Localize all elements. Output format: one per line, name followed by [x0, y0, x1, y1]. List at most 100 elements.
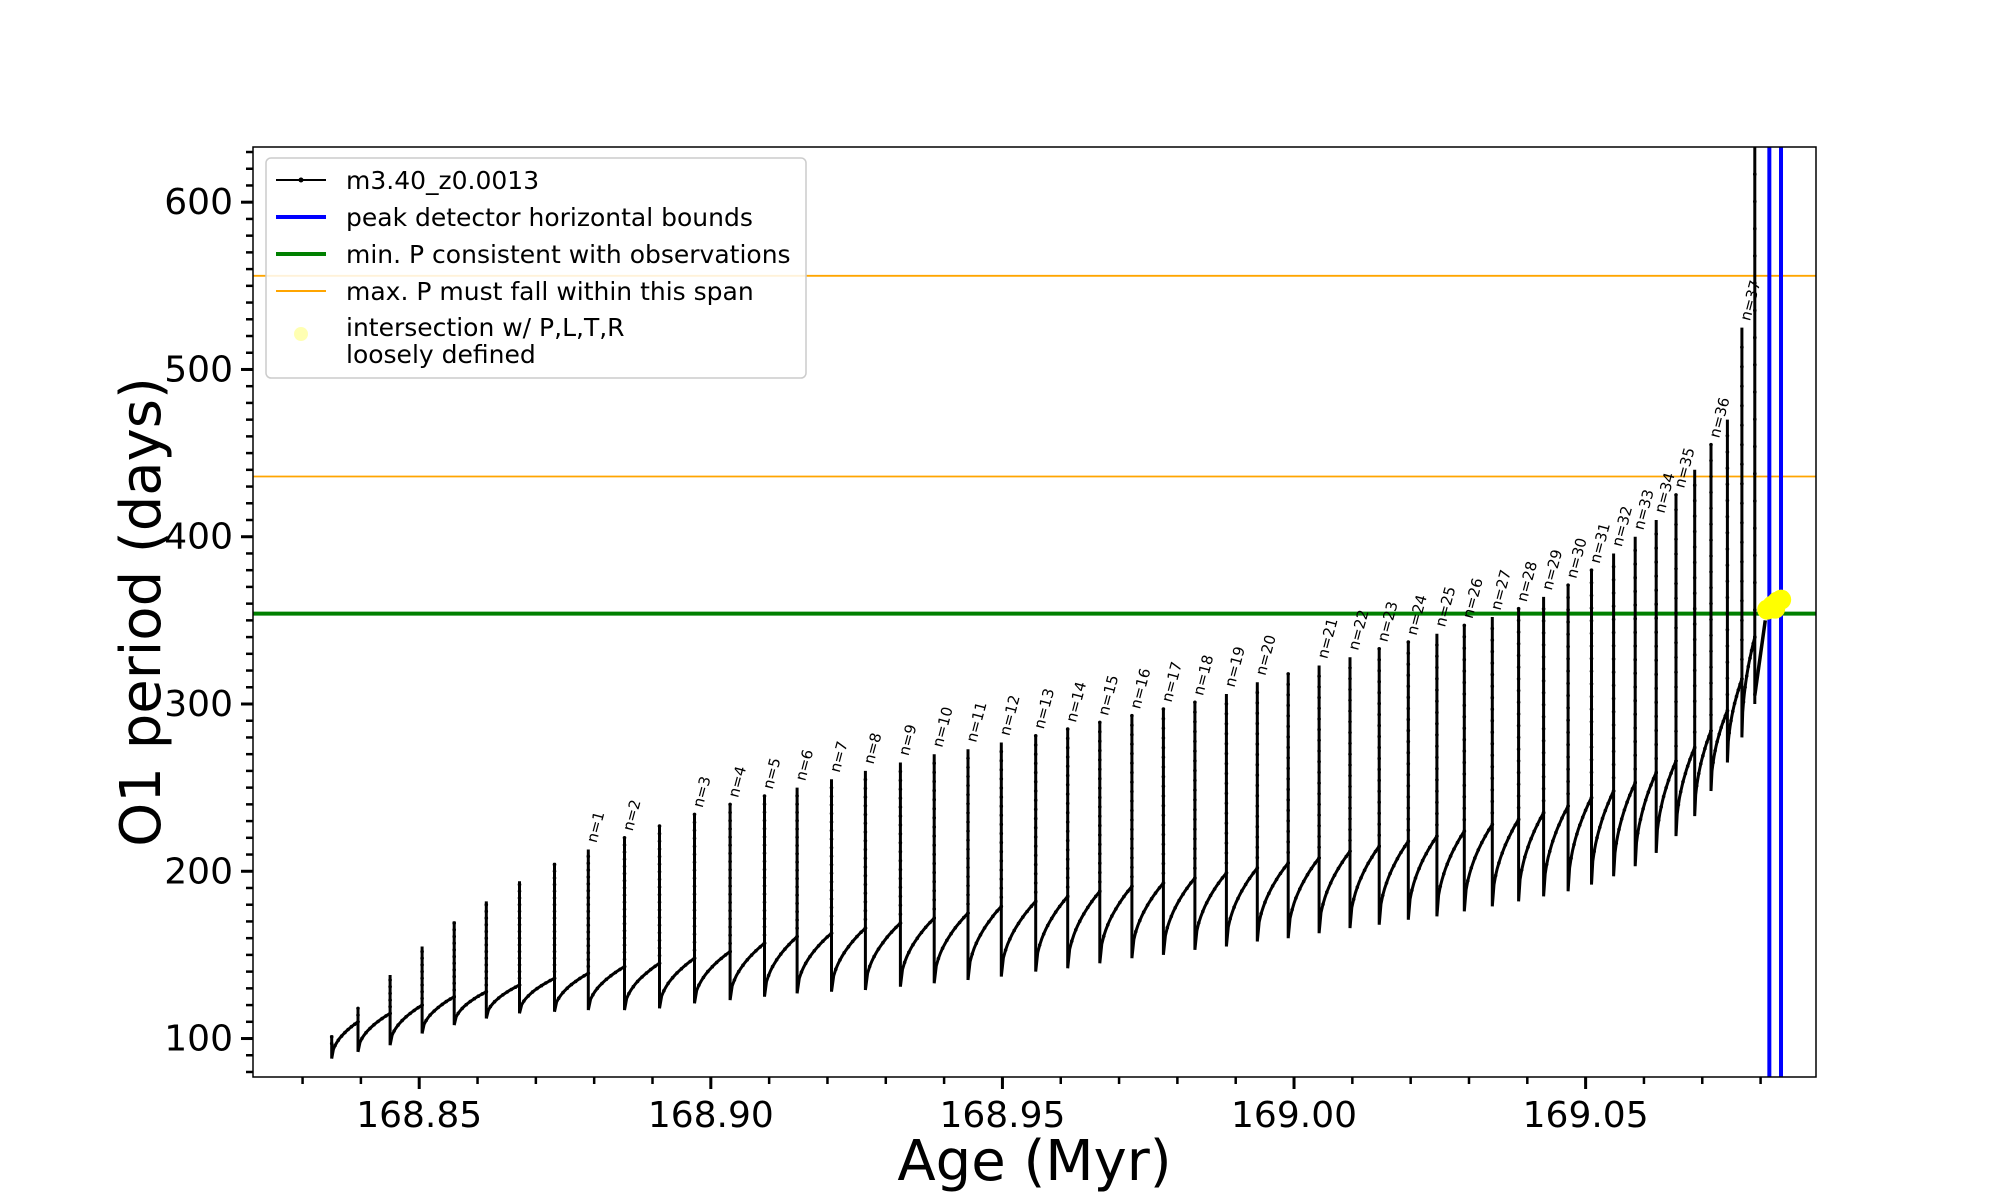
- data-point: [1589, 593, 1594, 598]
- data-point: [898, 796, 903, 800]
- data-point: [1377, 658, 1381, 662]
- data-point: [1490, 742, 1495, 746]
- data-point: [692, 956, 697, 960]
- pulse-label: n=13: [1030, 686, 1058, 730]
- data-point: [1725, 676, 1730, 681]
- data-point: [1690, 751, 1695, 755]
- data-point: [966, 820, 970, 824]
- data-point: [1435, 744, 1439, 748]
- data-point: [766, 973, 771, 978]
- data-point: [1317, 802, 1321, 807]
- data-point: [352, 1022, 357, 1026]
- data-point: [1255, 732, 1260, 736]
- data-point: [1723, 714, 1728, 718]
- pulse-label: n=28: [1513, 559, 1541, 603]
- data-point: [966, 829, 970, 833]
- data-point: [1566, 706, 1570, 710]
- data-point: [791, 938, 795, 943]
- data-point: [1445, 862, 1449, 866]
- data-point: [1082, 912, 1086, 916]
- data-point: [1348, 817, 1352, 821]
- data-point: [863, 891, 868, 895]
- data-point: [1098, 748, 1102, 753]
- data-point: [1065, 820, 1070, 824]
- data-point: [1497, 861, 1501, 865]
- data-point: [898, 849, 903, 854]
- data-point: [1377, 647, 1381, 651]
- data-point: [1633, 671, 1637, 676]
- data-point: [1377, 800, 1381, 805]
- data-point: [999, 831, 1004, 836]
- data-point: [1255, 835, 1260, 839]
- data-point: [657, 847, 662, 851]
- data-point: [1348, 752, 1352, 756]
- data-point: [999, 868, 1004, 872]
- data-point: [1753, 526, 1757, 530]
- data-point: [1709, 458, 1713, 463]
- data-point: [728, 868, 732, 872]
- data-point: [1130, 846, 1134, 851]
- data-point: [428, 1013, 432, 1017]
- data-point: [1033, 743, 1038, 747]
- data-point: [1098, 842, 1102, 847]
- data-point: [1317, 845, 1321, 849]
- data-point: [1435, 699, 1439, 703]
- data-point: [999, 859, 1004, 863]
- data-point: [666, 981, 670, 986]
- data-point: [1487, 828, 1491, 832]
- data-point: [1490, 638, 1495, 642]
- data-point: [404, 1015, 408, 1019]
- data-point: [1721, 719, 1726, 724]
- data-point: [688, 959, 692, 964]
- data-point: [1462, 829, 1467, 833]
- data-point: [1065, 745, 1070, 750]
- data-point: [622, 950, 627, 955]
- data-point: [692, 900, 697, 905]
- data-point: [1725, 434, 1730, 438]
- data-point: [728, 876, 732, 880]
- data-point: [1734, 694, 1739, 699]
- data-point: [762, 925, 767, 929]
- data-point: [1057, 904, 1062, 909]
- data-point: [1428, 845, 1432, 850]
- data-point: [1134, 929, 1138, 934]
- data-point: [762, 810, 767, 815]
- data-point: [657, 953, 662, 958]
- data-point: [1224, 771, 1229, 776]
- data-point: [1709, 713, 1713, 717]
- data-point: [552, 916, 557, 920]
- plot-frame: [252, 146, 1817, 1078]
- data-point: [795, 843, 799, 848]
- data-point: [1490, 649, 1495, 654]
- data-point: [517, 882, 522, 887]
- data-point: [1317, 695, 1321, 700]
- data-point: [1065, 866, 1070, 871]
- data-point: [1255, 773, 1260, 777]
- data-point: [1098, 758, 1102, 762]
- data-point: [1516, 759, 1521, 763]
- data-point: [586, 950, 591, 955]
- data-point: [949, 931, 953, 936]
- data-point: [1725, 547, 1730, 551]
- data-point: [657, 915, 662, 920]
- data-point: [829, 837, 834, 841]
- data-point: [829, 931, 834, 935]
- data-point: [999, 886, 1004, 890]
- data-point: [1406, 706, 1411, 711]
- data-point: [999, 822, 1004, 827]
- legend-entry-1: peak detector horizontal bounds: [276, 203, 753, 232]
- data-point: [1535, 822, 1540, 827]
- data-point: [388, 991, 392, 996]
- data-point: [517, 983, 522, 987]
- data-point: [552, 943, 557, 947]
- data-point: [1049, 916, 1054, 921]
- data-point: [1462, 817, 1467, 822]
- data-point: [762, 933, 767, 937]
- data-point: [1503, 843, 1508, 847]
- data-point: [1435, 710, 1439, 715]
- data-point: [1359, 876, 1363, 880]
- data-point: [1654, 728, 1658, 733]
- data-point: [1674, 714, 1678, 719]
- data-point: [1161, 803, 1166, 808]
- data-point: [1490, 661, 1495, 665]
